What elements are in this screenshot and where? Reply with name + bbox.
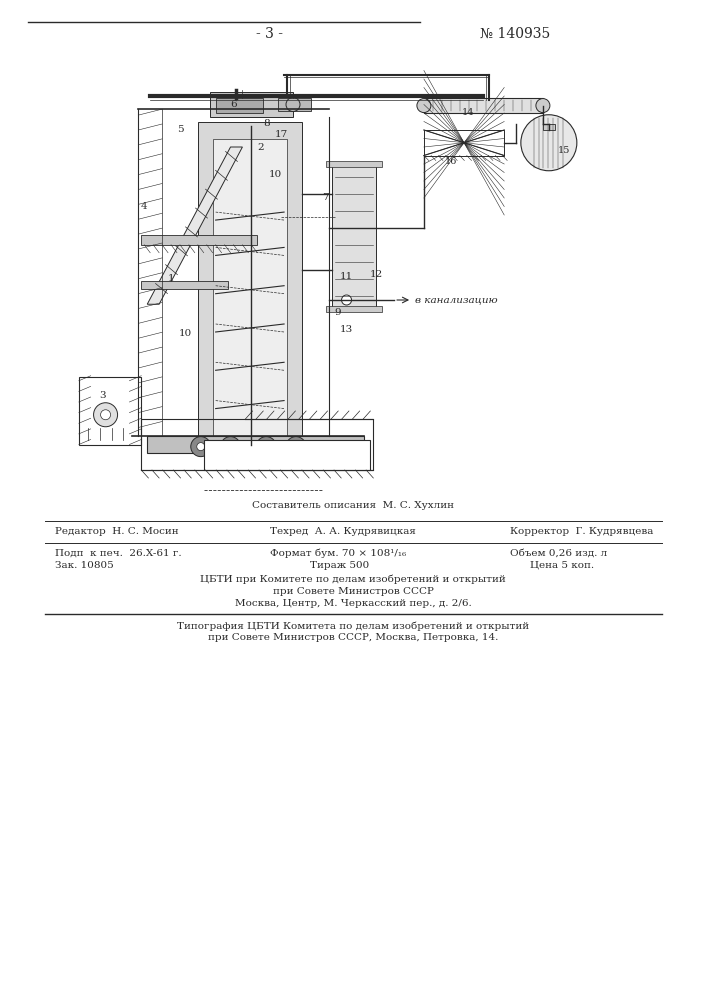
Text: Редактор  Н. С. Мосин: Редактор Н. С. Мосин [55, 526, 179, 536]
Text: Подп  к печ.  26.X-61 г.: Подп к печ. 26.X-61 г. [55, 548, 182, 558]
Circle shape [256, 437, 276, 457]
Text: Составитель описания  М. С. Хухлин: Составитель описания М. С. Хухлин [252, 500, 454, 510]
Circle shape [521, 115, 577, 171]
Text: 6: 6 [230, 100, 237, 109]
Text: № 140935: № 140935 [480, 27, 550, 41]
Bar [326, 306, 382, 312]
Circle shape [536, 99, 550, 113]
Bar [326, 161, 382, 167]
Bar [204, 440, 370, 470]
Text: 14: 14 [462, 108, 475, 117]
Text: 10: 10 [269, 170, 282, 179]
Circle shape [197, 443, 205, 451]
Bar [278, 98, 311, 111]
Circle shape [417, 99, 431, 113]
Text: 2: 2 [257, 142, 264, 151]
Text: Формат бум. 70 × 108¹/₁₆: Формат бум. 70 × 108¹/₁₆ [270, 548, 406, 558]
Circle shape [226, 443, 235, 451]
Bar [141, 235, 257, 245]
Text: 3: 3 [99, 391, 106, 400]
Circle shape [341, 295, 351, 305]
Text: ЦБТИ при Комитете по делам изобретений и открытий: ЦБТИ при Комитете по делам изобретений и… [200, 574, 506, 584]
Text: Тираж 500: Тираж 500 [310, 560, 369, 570]
Text: Цена 5 коп.: Цена 5 коп. [530, 560, 594, 570]
Text: Типография ЦБТИ Комитета по делам изобретений и открытий: Типография ЦБТИ Комитета по делам изобре… [177, 621, 529, 631]
Bar [424, 130, 504, 155]
Text: 9: 9 [334, 308, 341, 317]
Text: в канализацию: в канализацию [415, 296, 498, 304]
Circle shape [191, 437, 211, 457]
Circle shape [262, 443, 270, 451]
Circle shape [93, 403, 117, 427]
Text: 10: 10 [180, 330, 192, 338]
Text: Москва, Центр, М. Черкасский пер., д. 2/6.: Москва, Центр, М. Черкасский пер., д. 2/… [235, 598, 472, 607]
Polygon shape [147, 147, 243, 304]
Bar [213, 138, 287, 440]
Bar [141, 419, 373, 470]
Text: 15: 15 [558, 146, 570, 155]
Circle shape [286, 437, 306, 457]
Bar [210, 92, 293, 117]
Text: 13: 13 [340, 325, 354, 334]
Text: Зак. 10805: Зак. 10805 [55, 560, 114, 570]
Bar [332, 164, 376, 308]
Text: 12: 12 [370, 270, 383, 279]
Bar [198, 121, 302, 449]
Text: 5: 5 [177, 125, 183, 134]
Circle shape [292, 443, 300, 451]
Text: 4: 4 [141, 202, 148, 211]
Text: 17: 17 [274, 130, 288, 139]
Text: при Совете Министров СССР, Москва, Петровка, 14.: при Совете Министров СССР, Москва, Петро… [208, 634, 498, 643]
Bar [424, 98, 543, 113]
Text: 16: 16 [445, 157, 457, 166]
Text: 11: 11 [340, 272, 354, 281]
Text: - 3 -: - 3 - [257, 27, 284, 41]
Text: Объем 0,26 изд. л: Объем 0,26 изд. л [510, 548, 607, 558]
Text: Корректор  Г. Кудрявцева: Корректор Г. Кудрявцева [510, 526, 653, 536]
Circle shape [221, 437, 240, 457]
Bar [141, 281, 228, 289]
Circle shape [100, 410, 110, 420]
Text: Техред  А. А. Кудрявицкая: Техред А. А. Кудрявицкая [270, 526, 416, 536]
Text: 8: 8 [263, 119, 269, 128]
Text: при Совете Министров СССР: при Совете Министров СССР [273, 586, 433, 595]
Bar [147, 436, 364, 453]
Text: 7: 7 [322, 194, 329, 202]
Bar [78, 376, 141, 444]
Text: 1: 1 [168, 274, 175, 283]
Bar [543, 124, 555, 130]
Bar [216, 98, 263, 113]
